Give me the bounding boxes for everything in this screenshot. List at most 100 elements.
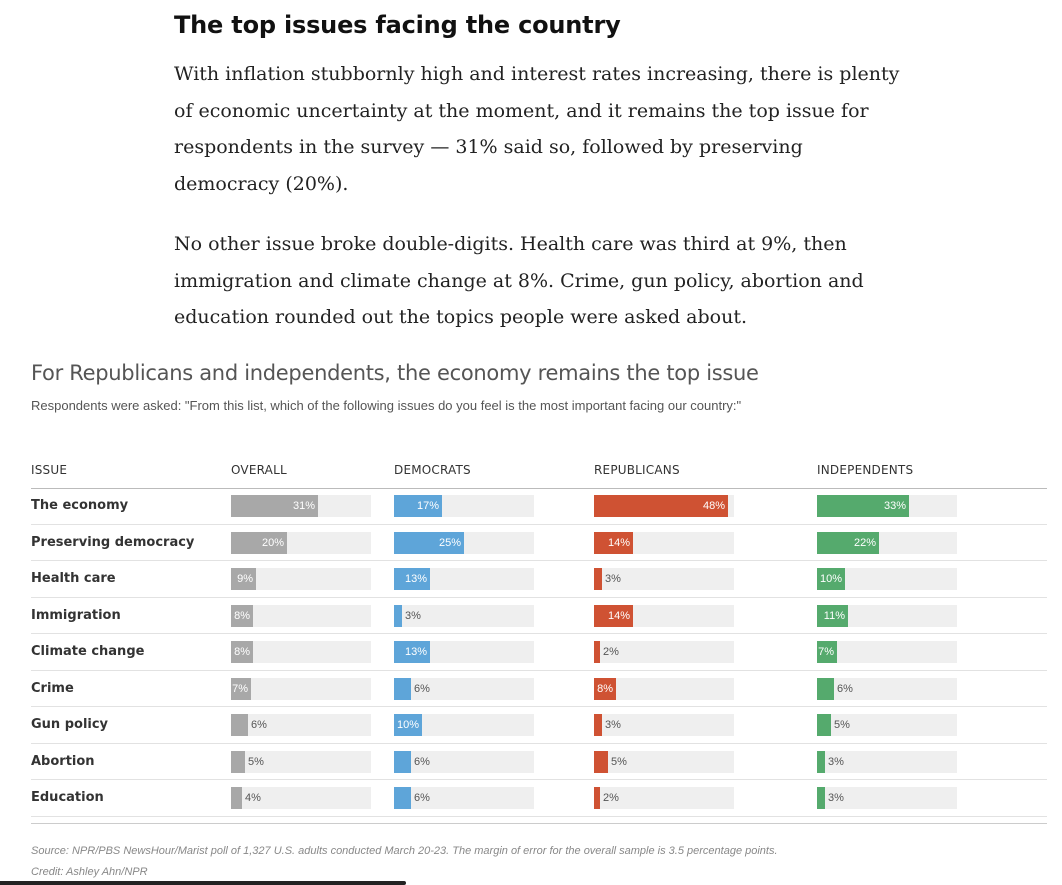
chart-bottom-divider xyxy=(31,823,1047,824)
data-label: 5% xyxy=(834,719,850,731)
bar-democrats-crime xyxy=(394,677,411,700)
data-label: 3% xyxy=(605,573,621,585)
bar-overall-education xyxy=(231,787,242,809)
bar-track-democrats: 13% xyxy=(394,568,534,590)
bar-independents-immigration xyxy=(817,604,848,627)
table-row: The economy 31% 17% 48% 33% xyxy=(31,488,1047,525)
bar-track-independents: 22% xyxy=(817,531,957,554)
article-heading: The top issues facing the country xyxy=(174,11,621,39)
bar-track-overall: 7% xyxy=(231,677,371,700)
bar-track-democrats: 3% xyxy=(394,604,534,627)
bar-track-democrats: 6% xyxy=(394,677,534,700)
data-label: 7% xyxy=(232,682,248,695)
bar-track-democrats: 13% xyxy=(394,641,534,663)
bar-track-republicans: 3% xyxy=(594,714,734,736)
header-divider xyxy=(31,488,1047,489)
bar-republicans-climate-change xyxy=(594,641,600,663)
issue-label: The economy xyxy=(31,498,129,513)
bar-track-republicans: 48% xyxy=(594,495,734,517)
data-label: 11% xyxy=(823,609,845,622)
bar-democrats-education xyxy=(394,787,411,809)
bar-independents-crime xyxy=(817,677,834,700)
bar-democrats-health-care xyxy=(394,568,430,590)
data-label: 17% xyxy=(416,500,439,512)
bar-republicans-gun-policy xyxy=(594,714,602,736)
column-header-issue: Issue xyxy=(31,463,68,477)
bar-democrats-preserving-democracy xyxy=(394,531,464,554)
bar-democrats-gun-policy xyxy=(394,714,422,736)
data-label: 20% xyxy=(261,536,284,549)
bar-track-overall: 5% xyxy=(231,750,371,773)
chart-subtitle: Respondents were asked: "From this list,… xyxy=(31,398,742,413)
data-label: 6% xyxy=(414,755,430,768)
bar-track-republicans: 14% xyxy=(594,531,734,554)
table-row: Abortion 5% 6% 5% 3% xyxy=(31,744,1047,780)
bar-democrats-the-economy xyxy=(394,495,442,517)
bar-independents-abortion xyxy=(817,750,825,773)
table-row: Climate change 8% 13% 2% 7% xyxy=(31,634,1047,671)
issue-label: Abortion xyxy=(31,753,95,769)
bar-independents-preserving-democracy xyxy=(817,531,879,554)
bar-republicans-the-economy xyxy=(594,495,728,517)
data-label: 13% xyxy=(404,646,427,658)
bar-track-independents: 3% xyxy=(817,787,957,809)
bar-track-democrats: 6% xyxy=(394,787,534,809)
data-label: 5% xyxy=(248,755,264,768)
horizontal-scrollbar-thumb[interactable] xyxy=(0,881,406,885)
data-label: 3% xyxy=(828,755,844,768)
issue-label: Gun policy xyxy=(31,717,109,732)
data-label: 22% xyxy=(853,536,876,549)
table-row: Gun policy 6% 10% 3% 5% xyxy=(31,707,1047,744)
bar-democrats-immigration xyxy=(394,604,402,627)
bar-track-democrats: 17% xyxy=(394,495,534,517)
bar-track-independents: 5% xyxy=(817,714,957,736)
bar-republicans-education xyxy=(594,787,600,809)
issue-label: Education xyxy=(31,790,104,805)
bar-track-republicans: 2% xyxy=(594,787,734,809)
data-label: 25% xyxy=(438,536,461,549)
issue-label: Immigration xyxy=(31,607,121,623)
data-label: 8% xyxy=(234,646,250,658)
bar-track-republicans: 8% xyxy=(594,677,734,700)
issue-label: Health care xyxy=(31,571,116,586)
bar-track-democrats: 25% xyxy=(394,531,534,554)
article-paragraph-2: No other issue broke double-digits. Heal… xyxy=(174,233,864,328)
data-label: 6% xyxy=(251,719,267,731)
bar-track-democrats: 6% xyxy=(394,750,534,773)
bar-track-republicans: 5% xyxy=(594,750,734,773)
data-label: 4% xyxy=(245,792,261,804)
bar-republicans-immigration xyxy=(594,604,633,627)
table-row: Immigration 8% 3% 14% 11% xyxy=(31,598,1047,634)
data-label: 5% xyxy=(611,755,627,768)
bar-overall-climate-change xyxy=(231,641,253,663)
bar-track-overall: 20% xyxy=(231,531,371,554)
data-label: 6% xyxy=(837,682,853,695)
column-header-democrats: Democrats xyxy=(394,463,471,477)
bar-track-independents: 11% xyxy=(817,604,957,627)
bar-republicans-crime xyxy=(594,677,616,700)
data-label: 3% xyxy=(405,609,421,622)
bar-independents-the-economy xyxy=(817,495,909,517)
bar-track-overall: 6% xyxy=(231,714,371,736)
data-label: 10% xyxy=(819,573,842,585)
bar-track-overall: 8% xyxy=(231,641,371,663)
column-header-overall: Overall xyxy=(231,463,287,477)
issue-label: Crime xyxy=(31,680,74,696)
bar-track-independents: 3% xyxy=(817,750,957,773)
bar-republicans-preserving-democracy xyxy=(594,531,633,554)
data-label: 31% xyxy=(292,500,315,512)
data-label: 7% xyxy=(818,646,834,658)
bar-track-democrats: 10% xyxy=(394,714,534,736)
bar-track-independents: 7% xyxy=(817,641,957,663)
bar-track-independents: 10% xyxy=(817,568,957,590)
bar-republicans-abortion xyxy=(594,750,608,773)
article-paragraph-1: With inflation stubbornly high and inter… xyxy=(174,63,900,195)
data-label: 2% xyxy=(603,646,619,658)
data-label: 9% xyxy=(237,573,253,585)
bar-track-republicans: 14% xyxy=(594,604,734,627)
article-section: The top issues facing the country With i… xyxy=(174,10,914,336)
bar-independents-education xyxy=(817,787,825,809)
table-row: Health care 9% 13% 3% 10% xyxy=(31,561,1047,598)
table-row: Education 4% 6% 2% 3% xyxy=(31,780,1047,817)
bar-track-independents: 33% xyxy=(817,495,957,517)
